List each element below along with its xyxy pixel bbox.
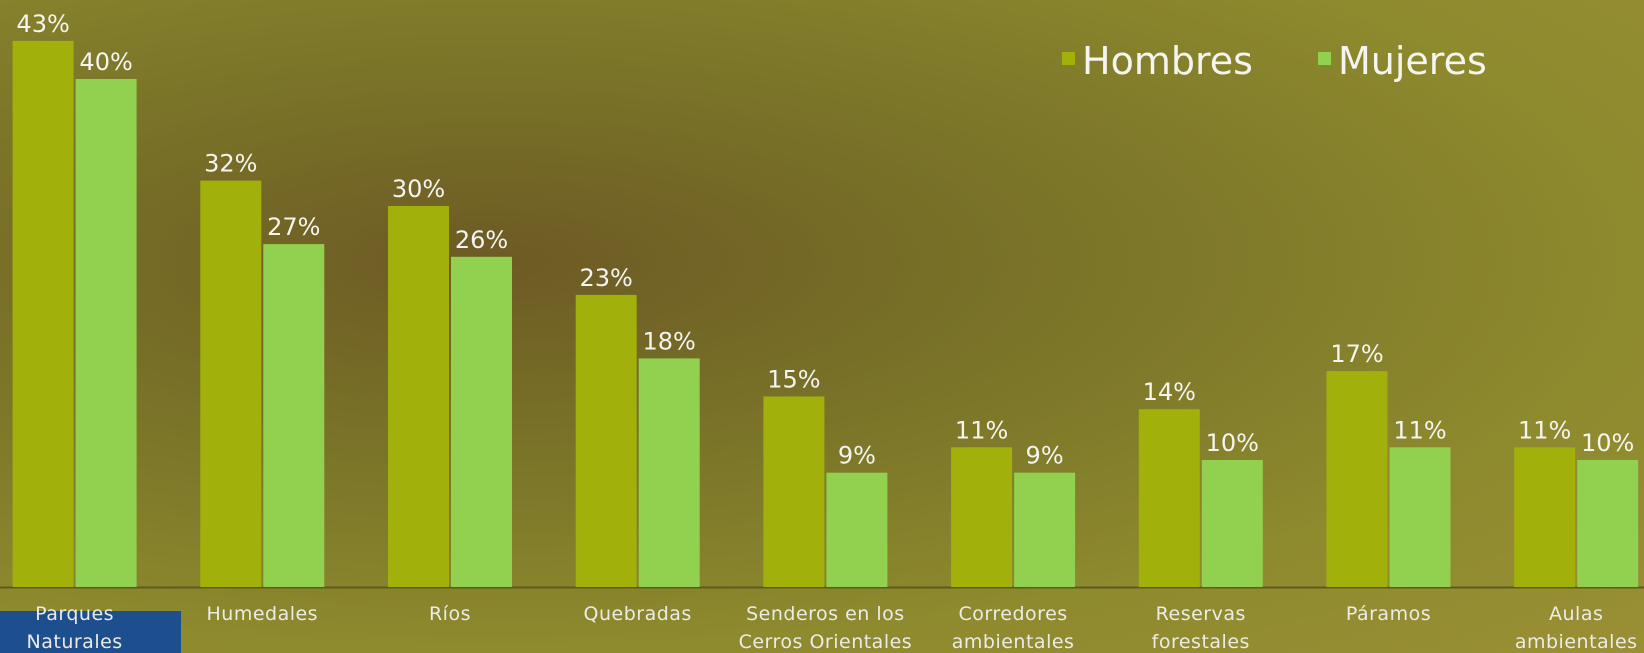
blue-panel	[0, 611, 181, 653]
legend-swatch	[1318, 52, 1331, 65]
bar	[763, 396, 825, 587]
bar	[1514, 447, 1576, 587]
value-label: 26%	[455, 226, 508, 254]
bar	[951, 447, 1013, 587]
value-label: 14%	[1143, 378, 1196, 406]
legend-swatch	[1062, 52, 1075, 65]
value-label: 10%	[1581, 429, 1634, 457]
value-label: 32%	[204, 150, 257, 178]
bar	[1201, 460, 1263, 587]
bar	[575, 294, 637, 587]
value-label: 30%	[392, 175, 445, 203]
bar	[388, 206, 449, 587]
bar	[451, 256, 512, 587]
x-tick-label: Corredores ambientales	[951, 603, 1075, 653]
value-label: 17%	[1330, 340, 1383, 368]
x-tick-label: Reservas forestales	[1151, 603, 1250, 653]
bar	[638, 358, 700, 587]
value-label: 9%	[1026, 442, 1064, 470]
bar	[200, 180, 262, 587]
x-tick-label: Senderos en los Cerros Orientales	[738, 603, 913, 653]
bar	[1577, 460, 1639, 587]
bar	[75, 79, 137, 587]
value-label: 11%	[955, 416, 1008, 444]
x-tick-label: Quebradas	[583, 603, 692, 625]
bar	[826, 472, 888, 587]
bar	[12, 40, 74, 587]
value-label: 43%	[16, 10, 69, 38]
value-label: 15%	[767, 366, 820, 394]
x-tick-label: Humedales	[206, 603, 319, 625]
value-label: 10%	[1206, 429, 1259, 457]
x-tick-label: Parques Naturales	[26, 603, 123, 653]
x-tick-label: Aulas ambientales	[1514, 603, 1638, 653]
bar	[1326, 371, 1388, 587]
legend-label: Hombres	[1082, 39, 1253, 83]
value-label: 27%	[267, 213, 320, 241]
legend-label: Mujeres	[1338, 39, 1487, 83]
bar	[1389, 447, 1451, 587]
x-tick-label: Páramos	[1345, 603, 1432, 625]
value-label: 11%	[1393, 416, 1446, 444]
bar	[263, 244, 325, 587]
bar	[1138, 409, 1200, 587]
value-label: 9%	[838, 442, 876, 470]
value-label: 23%	[580, 264, 633, 292]
value-label: 18%	[643, 327, 696, 355]
bar	[1014, 472, 1076, 587]
value-label: 40%	[79, 48, 132, 76]
value-label: 11%	[1518, 416, 1571, 444]
x-tick-label: Ríos	[428, 603, 471, 625]
